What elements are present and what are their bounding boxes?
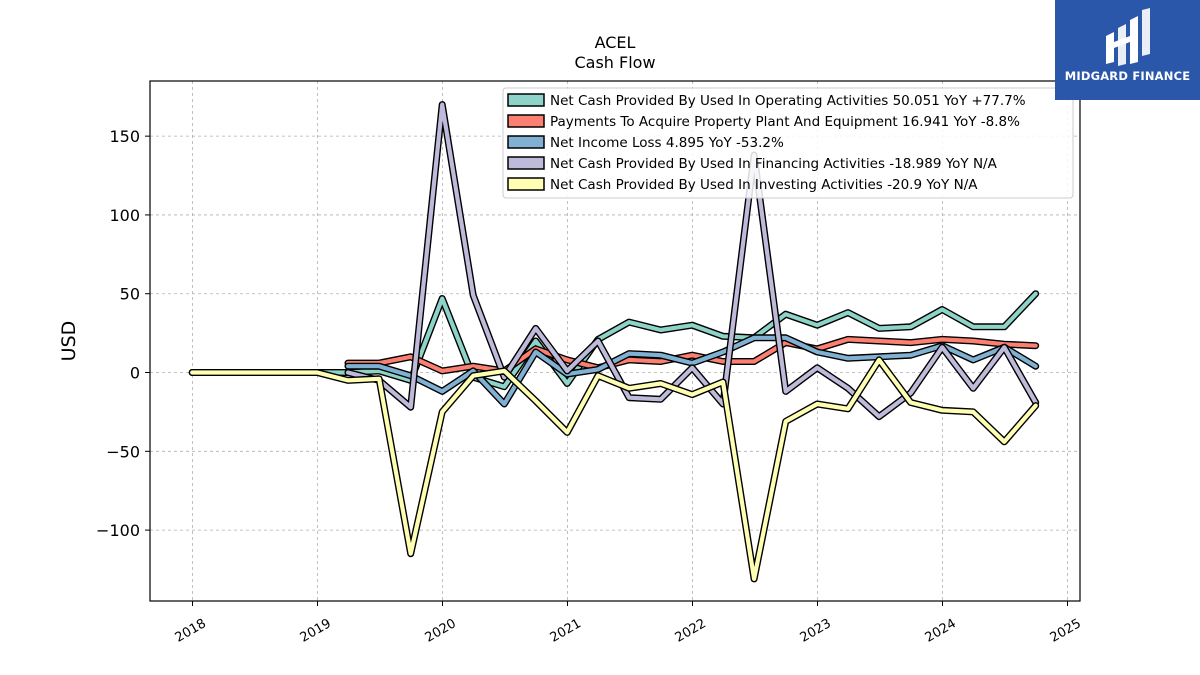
y-axis-label: USD <box>58 321 80 362</box>
y-tick-label: −100 <box>96 521 140 540</box>
series-group <box>188 290 1040 391</box>
logo-text: MIDGARD FINANCE <box>1064 69 1191 83</box>
legend-entry: Net Cash Provided By Used In Operating A… <box>550 93 1026 109</box>
series-group <box>344 335 1040 375</box>
plot-area <box>188 101 1040 583</box>
series-group <box>344 334 1040 408</box>
y-axis-ticks: −100 −50 0 50 100 150 <box>96 127 150 540</box>
series-group <box>344 101 1040 421</box>
legend-entry: Net Cash Provided By Used In Investing A… <box>550 177 978 193</box>
midgard-logo-icon <box>1106 8 1150 66</box>
series-line <box>345 337 1038 373</box>
x-tick-label: 2022 <box>673 616 709 646</box>
legend-swatch <box>507 177 545 191</box>
chart-title: ACEL <box>595 33 636 52</box>
chart-subtitle: Cash Flow <box>574 53 655 72</box>
y-tick-label: 100 <box>109 206 140 225</box>
y-tick-label: 50 <box>120 285 140 304</box>
x-tick-label: 2020 <box>423 616 459 646</box>
legend: Net Cash Provided By Used In Operating A… <box>502 87 1074 199</box>
y-tick-label: −50 <box>106 442 140 461</box>
legend-entry: Net Cash Provided By Used In Financing A… <box>550 156 998 172</box>
series-group <box>188 356 1040 583</box>
series-line <box>190 357 1038 582</box>
legend-box <box>502 87 1074 199</box>
series-line <box>345 102 1038 419</box>
x-axis-ticks: 2018 2019 2020 2021 2022 2023 2024 2025 <box>173 601 1084 646</box>
legend-swatch <box>507 135 545 149</box>
x-tick-label: 2025 <box>1048 616 1084 646</box>
legend-entry: Net Income Loss 4.895 YoY -53.2% <box>550 135 784 151</box>
x-tick-label: 2021 <box>548 616 584 646</box>
x-tick-label: 2024 <box>923 616 959 646</box>
legend-swatch <box>507 93 545 107</box>
x-tick-label: 2018 <box>173 616 209 646</box>
axes-frame <box>149 80 1081 602</box>
series-line <box>345 335 1038 407</box>
legend-swatch <box>507 156 545 170</box>
legend-entry: Payments To Acquire Property Plant And E… <box>550 114 1020 130</box>
y-tick-label: 150 <box>109 127 140 146</box>
brand-logo: MIDGARD FINANCE <box>1055 0 1200 100</box>
legend-swatch <box>507 114 545 128</box>
x-tick-label: 2023 <box>798 616 834 646</box>
y-tick-label: 0 <box>130 364 140 383</box>
x-tick-label: 2019 <box>298 616 334 646</box>
series-line <box>190 291 1038 389</box>
